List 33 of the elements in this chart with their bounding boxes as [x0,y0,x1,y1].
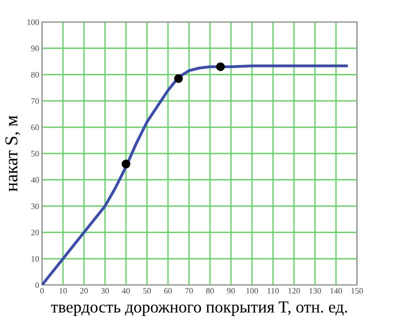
y-tick-label: 90 [31,46,39,52]
x-tick-label: 130 [309,288,321,294]
x-tick-label: 10 [60,288,67,294]
x-tick-label: 90 [227,288,235,294]
x-tick-label: 120 [288,288,300,294]
y-tick-label: 70 [31,98,39,104]
x-tick-label: 40 [122,288,130,294]
line-series [42,64,348,285]
y-tick-label: 50 [31,150,39,156]
y-tick-label: 40 [31,177,39,183]
x-tick-label: 150 [351,288,363,294]
y-tick-label: 10 [32,256,39,262]
x-tick-label: 0 [40,288,44,294]
x-tick-label: 70 [185,288,193,294]
x-tick-label: 140 [330,288,342,294]
x-axis-title: твердость дорожного покрытия T, отн. ед. [51,302,348,316]
x-tick-label: 60 [164,288,172,294]
y-tick-label: 60 [31,124,39,130]
point [216,62,225,72]
x-tick-label: 50 [143,288,151,294]
point [174,74,183,83]
point [122,160,130,168]
y-tick-label: 30 [31,203,39,210]
y-tick-label: 20 [31,230,39,236]
x-tick-label: 30 [101,288,109,294]
x-tick-label: 20 [80,288,88,294]
y-axis-title: накат S, м [5,116,20,192]
x-tick-label: 100 [246,288,258,294]
x-tick-label: 80 [206,288,214,294]
x-tick-label: 110 [268,288,279,294]
y-tick-label: 0 [35,282,39,288]
y-tick-label: 100 [27,19,39,25]
y-tick-label: 80 [31,72,39,78]
